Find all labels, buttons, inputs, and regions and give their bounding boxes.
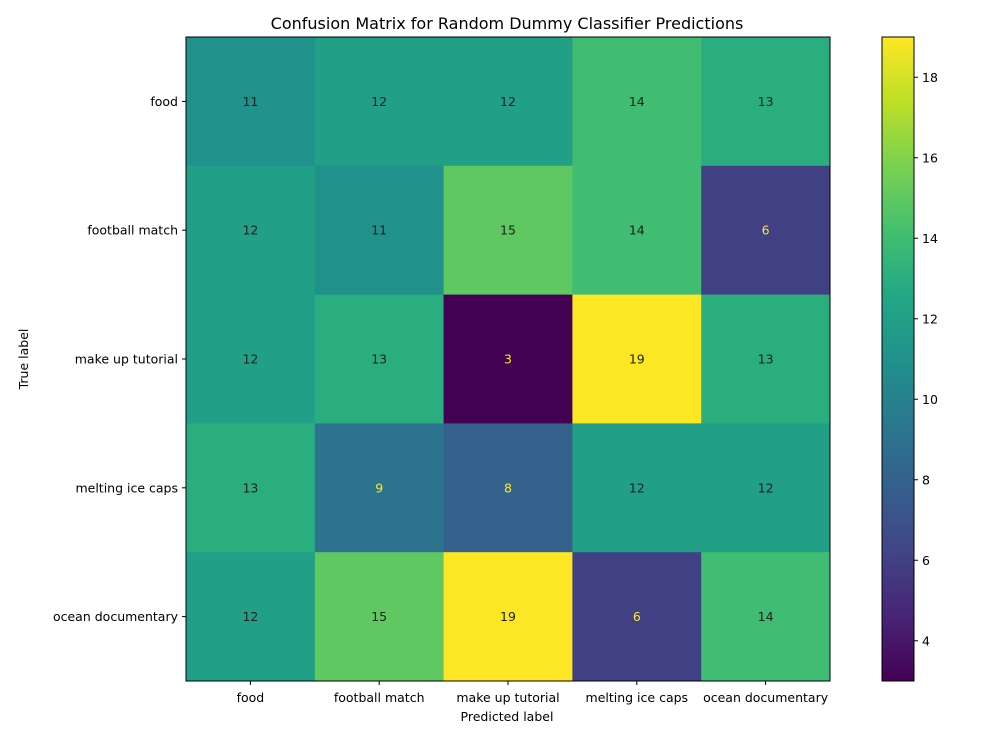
heatmap-cell-r1-c1 bbox=[314, 165, 445, 296]
heatmap-cells bbox=[186, 37, 831, 682]
heatmap-cell-r2-c0 bbox=[186, 294, 316, 424]
cell-value-r4-c4: 14 bbox=[758, 609, 774, 624]
y-axis-ticks: food football match make up tutorial meltin… bbox=[53, 94, 186, 624]
colorbar bbox=[881, 36, 915, 682]
heatmap-cell-r4-c0 bbox=[186, 552, 316, 682]
cell-value-r3-c4: 12 bbox=[758, 480, 774, 495]
colorbar-tick-label: 12 bbox=[922, 311, 938, 326]
heatmap-cell-r1-c4 bbox=[701, 165, 831, 296]
heatmap-cell-r0-c2 bbox=[443, 37, 573, 167]
heatmap-cell-r3-c2 bbox=[443, 423, 573, 553]
heatmap-cell-r2-c3 bbox=[572, 294, 702, 424]
cell-value-r0-c3: 14 bbox=[629, 94, 645, 109]
heatmap-cell-r3-c3 bbox=[572, 423, 702, 553]
cell-value-r0-c4: 13 bbox=[758, 94, 774, 109]
cell-value-r0-c2: 12 bbox=[500, 94, 516, 109]
heatmap-cell-r1-c2 bbox=[443, 165, 573, 296]
cell-value-r1-c4: 6 bbox=[762, 223, 770, 238]
x-axis-label: Predicted label bbox=[461, 709, 554, 724]
cell-value-r4-c0: 12 bbox=[242, 609, 258, 624]
x-tick-label: melting ice caps bbox=[586, 690, 689, 705]
cell-value-r4-c3: 6 bbox=[633, 609, 641, 624]
heatmap-cell-r2-c2 bbox=[443, 294, 573, 424]
heatmap-cell-r4-c2 bbox=[443, 552, 573, 682]
colorbar-tick-label: 6 bbox=[922, 553, 930, 568]
cell-value-r3-c0: 13 bbox=[242, 480, 258, 495]
y-tick-label: food bbox=[150, 94, 178, 109]
heatmap-cell-r0-c3 bbox=[572, 37, 702, 167]
cell-value-labels: 11 12 12 14 13 12 11 15 14 6 12 13 3 19 13 13 9 8 12 12 12 15… bbox=[242, 94, 773, 624]
heatmap-cell-r4-c4 bbox=[701, 552, 831, 682]
heatmap-cell-r0-c1 bbox=[314, 37, 445, 167]
cell-value-r0-c1: 12 bbox=[371, 94, 387, 109]
cell-value-r3-c2: 8 bbox=[504, 480, 512, 495]
heatmap-cell-r2-c1 bbox=[314, 294, 445, 424]
cell-value-r3-c1: 9 bbox=[375, 480, 383, 495]
colorbar-tick-label: 10 bbox=[922, 392, 938, 407]
y-tick-label: ocean documentary bbox=[53, 609, 179, 624]
heatmap-cell-r1-c0 bbox=[186, 165, 316, 296]
colorbar-tick-label: 4 bbox=[922, 633, 930, 648]
heatmap-cell-r0-c4 bbox=[701, 37, 831, 167]
heatmap-cell-r1-c3 bbox=[572, 165, 702, 296]
colorbar-tick-label: 16 bbox=[922, 150, 938, 165]
x-tick-label: ocean documentary bbox=[703, 690, 829, 705]
cell-value-r4-c1: 15 bbox=[371, 609, 387, 624]
heatmap-cell-r4-c3 bbox=[572, 552, 702, 682]
cell-value-r2-c1: 13 bbox=[371, 352, 387, 367]
cell-value-r1-c2: 15 bbox=[500, 223, 516, 238]
heatmap-cell-r3-c1 bbox=[314, 423, 445, 553]
colorbar-ticks: 4 6 8 10 12 14 16 18 bbox=[914, 70, 938, 648]
cell-value-r4-c2: 19 bbox=[500, 609, 516, 624]
cell-value-r2-c3: 19 bbox=[629, 352, 645, 367]
heatmap-cell-r3-c4 bbox=[701, 423, 831, 553]
colorbar-tick-label: 8 bbox=[922, 472, 930, 487]
chart-title: Confusion Matrix for Random Dummy Classi… bbox=[271, 14, 744, 33]
cell-value-r1-c0: 12 bbox=[242, 223, 258, 238]
heatmap-cell-r2-c4 bbox=[701, 294, 831, 424]
colorbar-tick-label: 18 bbox=[922, 70, 938, 85]
heatmap-cell-r0-c0 bbox=[186, 37, 316, 167]
heatmap-cell-r3-c0 bbox=[186, 423, 316, 553]
heatmap-cell-r4-c1 bbox=[314, 552, 445, 682]
cell-value-r3-c3: 12 bbox=[629, 480, 645, 495]
y-axis-label: True label bbox=[16, 329, 31, 391]
cell-value-r2-c0: 12 bbox=[242, 352, 258, 367]
y-tick-label: melting ice caps bbox=[75, 480, 178, 495]
x-tick-label: make up tutorial bbox=[456, 690, 559, 705]
x-axis-ticks: food football match make up tutorial meltin… bbox=[237, 681, 829, 705]
y-tick-label: make up tutorial bbox=[75, 352, 178, 367]
colorbar-tick-label: 14 bbox=[922, 231, 938, 246]
cell-value-r2-c4: 13 bbox=[758, 352, 774, 367]
x-tick-label: football match bbox=[334, 690, 425, 705]
cell-value-r0-c0: 11 bbox=[242, 94, 258, 109]
cell-value-r1-c3: 14 bbox=[629, 223, 645, 238]
y-tick-label: football match bbox=[87, 223, 178, 238]
cell-value-r1-c1: 11 bbox=[371, 223, 387, 238]
cell-value-r2-c2: 3 bbox=[504, 352, 512, 367]
x-tick-label: food bbox=[237, 690, 265, 705]
